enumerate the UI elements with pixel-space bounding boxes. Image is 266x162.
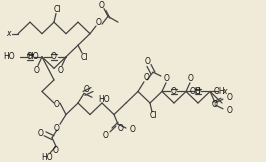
- Text: O: O: [227, 106, 233, 115]
- Text: O: O: [212, 100, 218, 110]
- Text: O: O: [164, 75, 170, 83]
- Text: O: O: [84, 85, 90, 94]
- Text: O: O: [144, 74, 150, 82]
- Text: O: O: [53, 146, 59, 155]
- Text: O: O: [227, 93, 233, 102]
- Text: O: O: [118, 124, 124, 133]
- Text: O: O: [130, 125, 136, 134]
- Text: O: O: [38, 129, 44, 138]
- Text: O: O: [54, 124, 60, 133]
- Text: Cl: Cl: [149, 111, 157, 120]
- Text: O: O: [54, 100, 60, 110]
- Text: OH: OH: [213, 87, 225, 96]
- Text: x: x: [222, 87, 226, 96]
- Text: Cl: Cl: [80, 53, 88, 62]
- Text: O: O: [171, 87, 177, 96]
- Text: O: O: [58, 66, 64, 75]
- Text: O: O: [103, 131, 109, 140]
- Text: HO: HO: [27, 52, 39, 61]
- Text: O: O: [145, 57, 151, 66]
- Text: Cl: Cl: [53, 5, 61, 14]
- Text: HO: HO: [3, 52, 15, 61]
- Text: HO: HO: [41, 153, 53, 162]
- Text: O: O: [27, 52, 33, 61]
- Text: x: x: [6, 29, 10, 38]
- Text: O: O: [34, 66, 40, 75]
- Text: HO: HO: [98, 95, 110, 104]
- Text: O: O: [99, 1, 105, 10]
- Text: O: O: [96, 18, 102, 27]
- Text: OH: OH: [189, 87, 201, 96]
- Text: O: O: [195, 87, 201, 96]
- Text: O: O: [51, 52, 57, 61]
- Text: O: O: [188, 75, 194, 83]
